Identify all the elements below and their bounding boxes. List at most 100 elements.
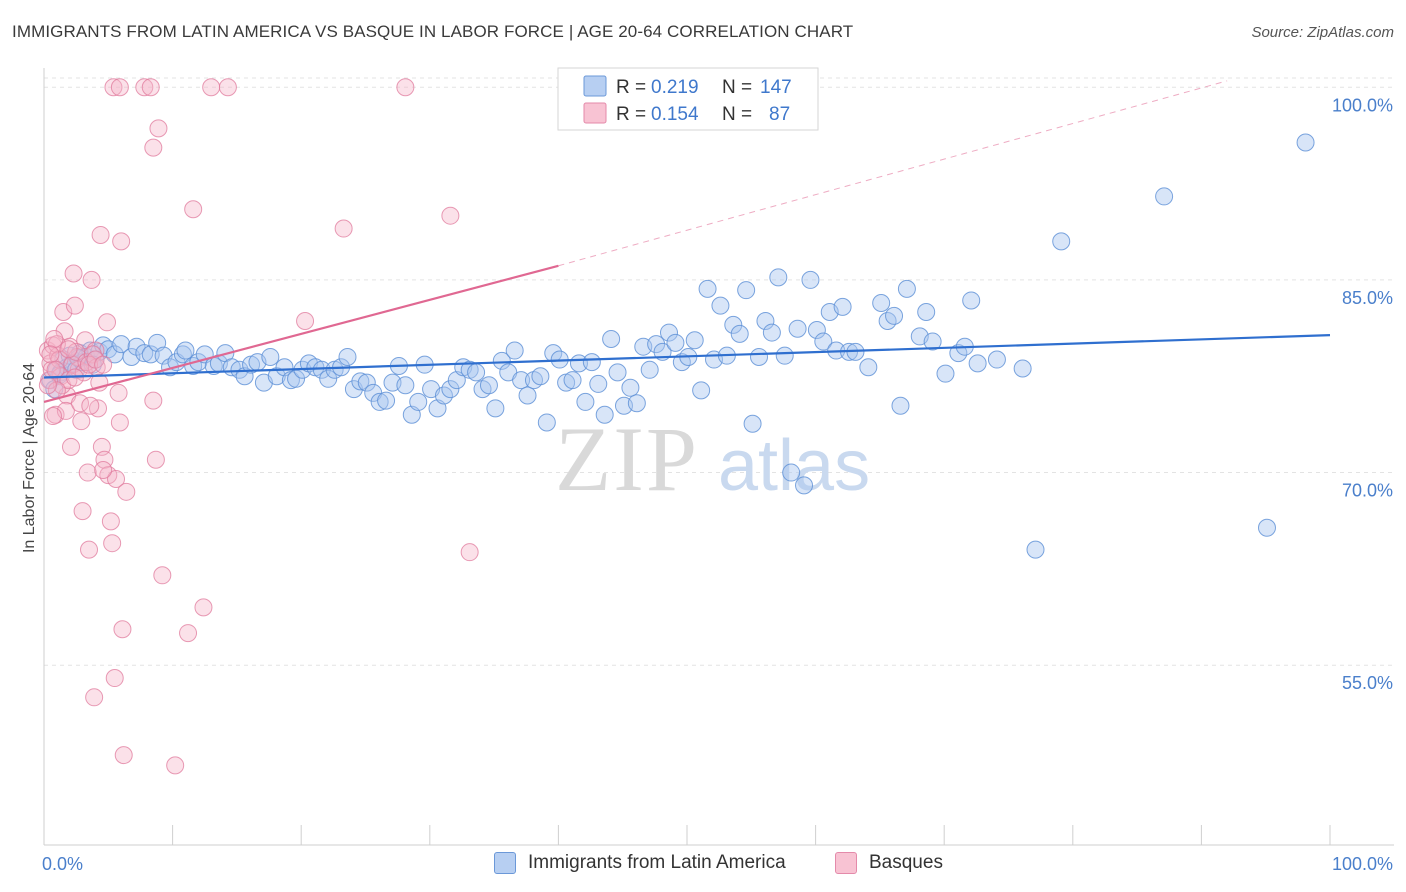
point-latin-america-68: [434, 386, 453, 405]
point-latin-america-80: [512, 371, 531, 390]
point-latin-america-111: [711, 296, 730, 315]
point-basques-30: [103, 534, 122, 553]
point-basques-18: [78, 463, 97, 482]
point-latin-america-113: [724, 315, 743, 334]
point-latin-america-69: [441, 380, 460, 399]
legend-n-label-1: N =: [722, 77, 752, 98]
legend-r-label-2: R =: [616, 104, 646, 125]
point-latin-america-150: [1052, 232, 1071, 251]
trend-line-latin-america: [43, 334, 1331, 379]
point-latin-america-149: [1026, 540, 1045, 559]
legend-swatch-blue: [583, 75, 607, 97]
point-latin-america-134: [872, 294, 891, 313]
point-basques-82: [94, 355, 113, 374]
point-latin-america-84: [537, 413, 556, 432]
legend-n-value-1: 147: [760, 77, 792, 98]
point-basques-58: [144, 391, 163, 410]
point-latin-america-49: [312, 360, 331, 379]
point-basques-38: [117, 482, 136, 501]
point-latin-america-133: [859, 358, 878, 377]
point-latin-america-126: [807, 320, 826, 339]
point-basques-66: [71, 394, 90, 413]
point-basques-76: [45, 329, 64, 348]
point-basques-20: [82, 270, 101, 289]
legend-n-value-2: 87: [769, 104, 790, 125]
point-latin-america-62: [396, 376, 415, 395]
point-basques-59: [47, 335, 66, 354]
point-basques-6: [54, 303, 73, 322]
point-basques-45: [149, 119, 168, 138]
point-basques-73: [94, 460, 113, 479]
point-basques-85: [44, 407, 63, 426]
point-basques-29: [101, 512, 120, 531]
trend-line-basques: [43, 264, 559, 403]
point-latin-america-41: [261, 347, 280, 366]
point-basques-78: [59, 340, 78, 359]
point-latin-america-18: [112, 335, 131, 354]
point-latin-america-153: [1296, 133, 1315, 152]
point-latin-america-122: [782, 463, 801, 482]
point-latin-america-92: [589, 374, 608, 393]
point-latin-america-95: [608, 363, 627, 382]
point-latin-america-22: [141, 345, 160, 364]
point-latin-america-94: [602, 329, 621, 348]
point-basques-44: [146, 450, 165, 469]
source-credit: Source: ZipAtlas.com: [1251, 24, 1394, 41]
point-basques-86: [46, 360, 65, 379]
point-basques-52: [218, 78, 237, 97]
point-latin-america-136: [885, 306, 904, 325]
point-latin-america-104: [666, 333, 685, 352]
chart-title: IMMIGRANTS FROM LATIN AMERICA VS BASQUE …: [12, 22, 854, 41]
point-basques-27: [98, 313, 117, 332]
point-basques-37: [114, 746, 133, 765]
bottom-legend-item-basques: Basques: [835, 852, 943, 874]
point-latin-america-97: [621, 378, 640, 397]
point-basques-55: [396, 78, 415, 97]
point-latin-america-76: [486, 399, 505, 418]
point-basques-10: [62, 437, 81, 456]
point-latin-america-125: [801, 270, 820, 289]
bottom-legend-swatch-blue: [494, 852, 516, 874]
y-tick-label-0: 100.0%: [1332, 95, 1393, 115]
point-latin-america-116: [743, 414, 762, 433]
point-latin-america-109: [698, 279, 717, 298]
point-latin-america-118: [756, 312, 775, 331]
point-basques-11: [64, 264, 83, 283]
point-latin-america-90: [576, 392, 595, 411]
point-latin-america-75: [479, 376, 498, 395]
x-tick-label-0: 0.0%: [42, 854, 83, 874]
axes: [43, 68, 1394, 846]
y-tick-label-1: 85.0%: [1342, 288, 1393, 308]
stats-legend: R = 0.219 N = 147 R = 0.154 N = 87: [557, 67, 819, 131]
point-latin-america-53: [338, 347, 357, 366]
point-latin-america-91: [582, 353, 601, 372]
point-basques-46: [153, 566, 172, 585]
point-latin-america-127: [814, 332, 833, 351]
point-latin-america-59: [377, 391, 396, 410]
point-basques-47: [166, 756, 185, 775]
point-latin-america-98: [627, 394, 646, 413]
point-basques-24: [91, 225, 110, 244]
series-basques-points: [38, 78, 479, 775]
legend-n-label-2: N =: [722, 104, 752, 125]
point-latin-america-137: [891, 396, 910, 415]
point-latin-america-121: [775, 346, 794, 365]
point-latin-america-103: [659, 323, 678, 342]
point-basques-21: [85, 688, 104, 707]
point-basques-53: [296, 312, 315, 331]
point-latin-america-58: [370, 392, 389, 411]
bottom-legend-item-latin-america: Immigrants from Latin America: [494, 852, 786, 874]
point-latin-america-83: [531, 367, 550, 386]
point-basques-49: [184, 200, 203, 219]
point-basques-43: [144, 138, 163, 157]
bottom-legend-label-basques: Basques: [869, 852, 943, 873]
y-axis-label: In Labor Force | Age 20-64: [21, 363, 38, 553]
point-latin-america-114: [730, 324, 749, 343]
point-latin-america-79: [505, 341, 524, 360]
point-latin-america-28: [176, 341, 195, 360]
point-basques-50: [194, 598, 213, 617]
point-basques-15: [72, 412, 91, 431]
bottom-legend: Immigrants from Latin America Basques: [0, 852, 1406, 878]
point-latin-america-56: [357, 373, 376, 392]
point-basques-32: [107, 469, 126, 488]
